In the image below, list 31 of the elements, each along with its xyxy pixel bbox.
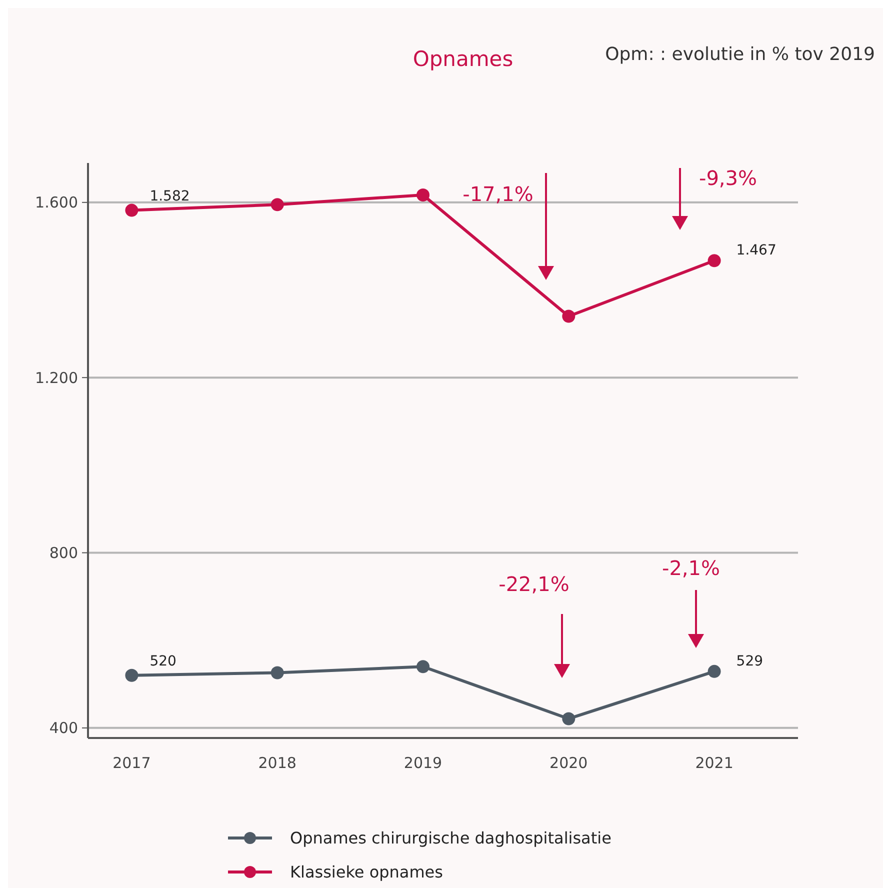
data-label: 520 [150, 653, 176, 670]
data-label: 1.467 [736, 242, 776, 259]
point [708, 254, 721, 268]
x-tick-label: 2020 [550, 754, 588, 772]
chart-title: Opnames [412, 47, 514, 71]
annotation: -9,3% [698, 166, 758, 190]
point [125, 204, 138, 217]
text: Opm: : evolutie in % tov 2019 [605, 44, 875, 65]
point [125, 668, 138, 682]
point [270, 198, 284, 212]
annotation: -2,1% [662, 556, 720, 580]
y-tick-label: 1.200 [35, 368, 78, 387]
point [708, 664, 721, 678]
annotation: -17,1% [462, 182, 534, 206]
x-tick-label: 2017 [112, 754, 151, 772]
y-tick-label: 400 [49, 719, 78, 738]
data-label: 1.582 [150, 188, 190, 204]
legend-label: Opnames chirurgische daghospitalisatie [290, 828, 612, 848]
point [416, 660, 430, 674]
point [562, 310, 576, 323]
y-tick-label: 800 [49, 544, 78, 562]
point [562, 712, 576, 726]
point [416, 188, 430, 202]
x-tick-label: 2019 [404, 754, 442, 772]
x-tick-label: 2021 [695, 754, 734, 772]
y-tick-label: 1.600 [35, 194, 78, 212]
point [270, 666, 284, 680]
annotation: -22,1% [498, 572, 570, 596]
data-label: 529 [736, 653, 764, 670]
legend-label: Klassieke opnames [290, 862, 443, 882]
x-tick-label: 2018 [258, 754, 296, 772]
